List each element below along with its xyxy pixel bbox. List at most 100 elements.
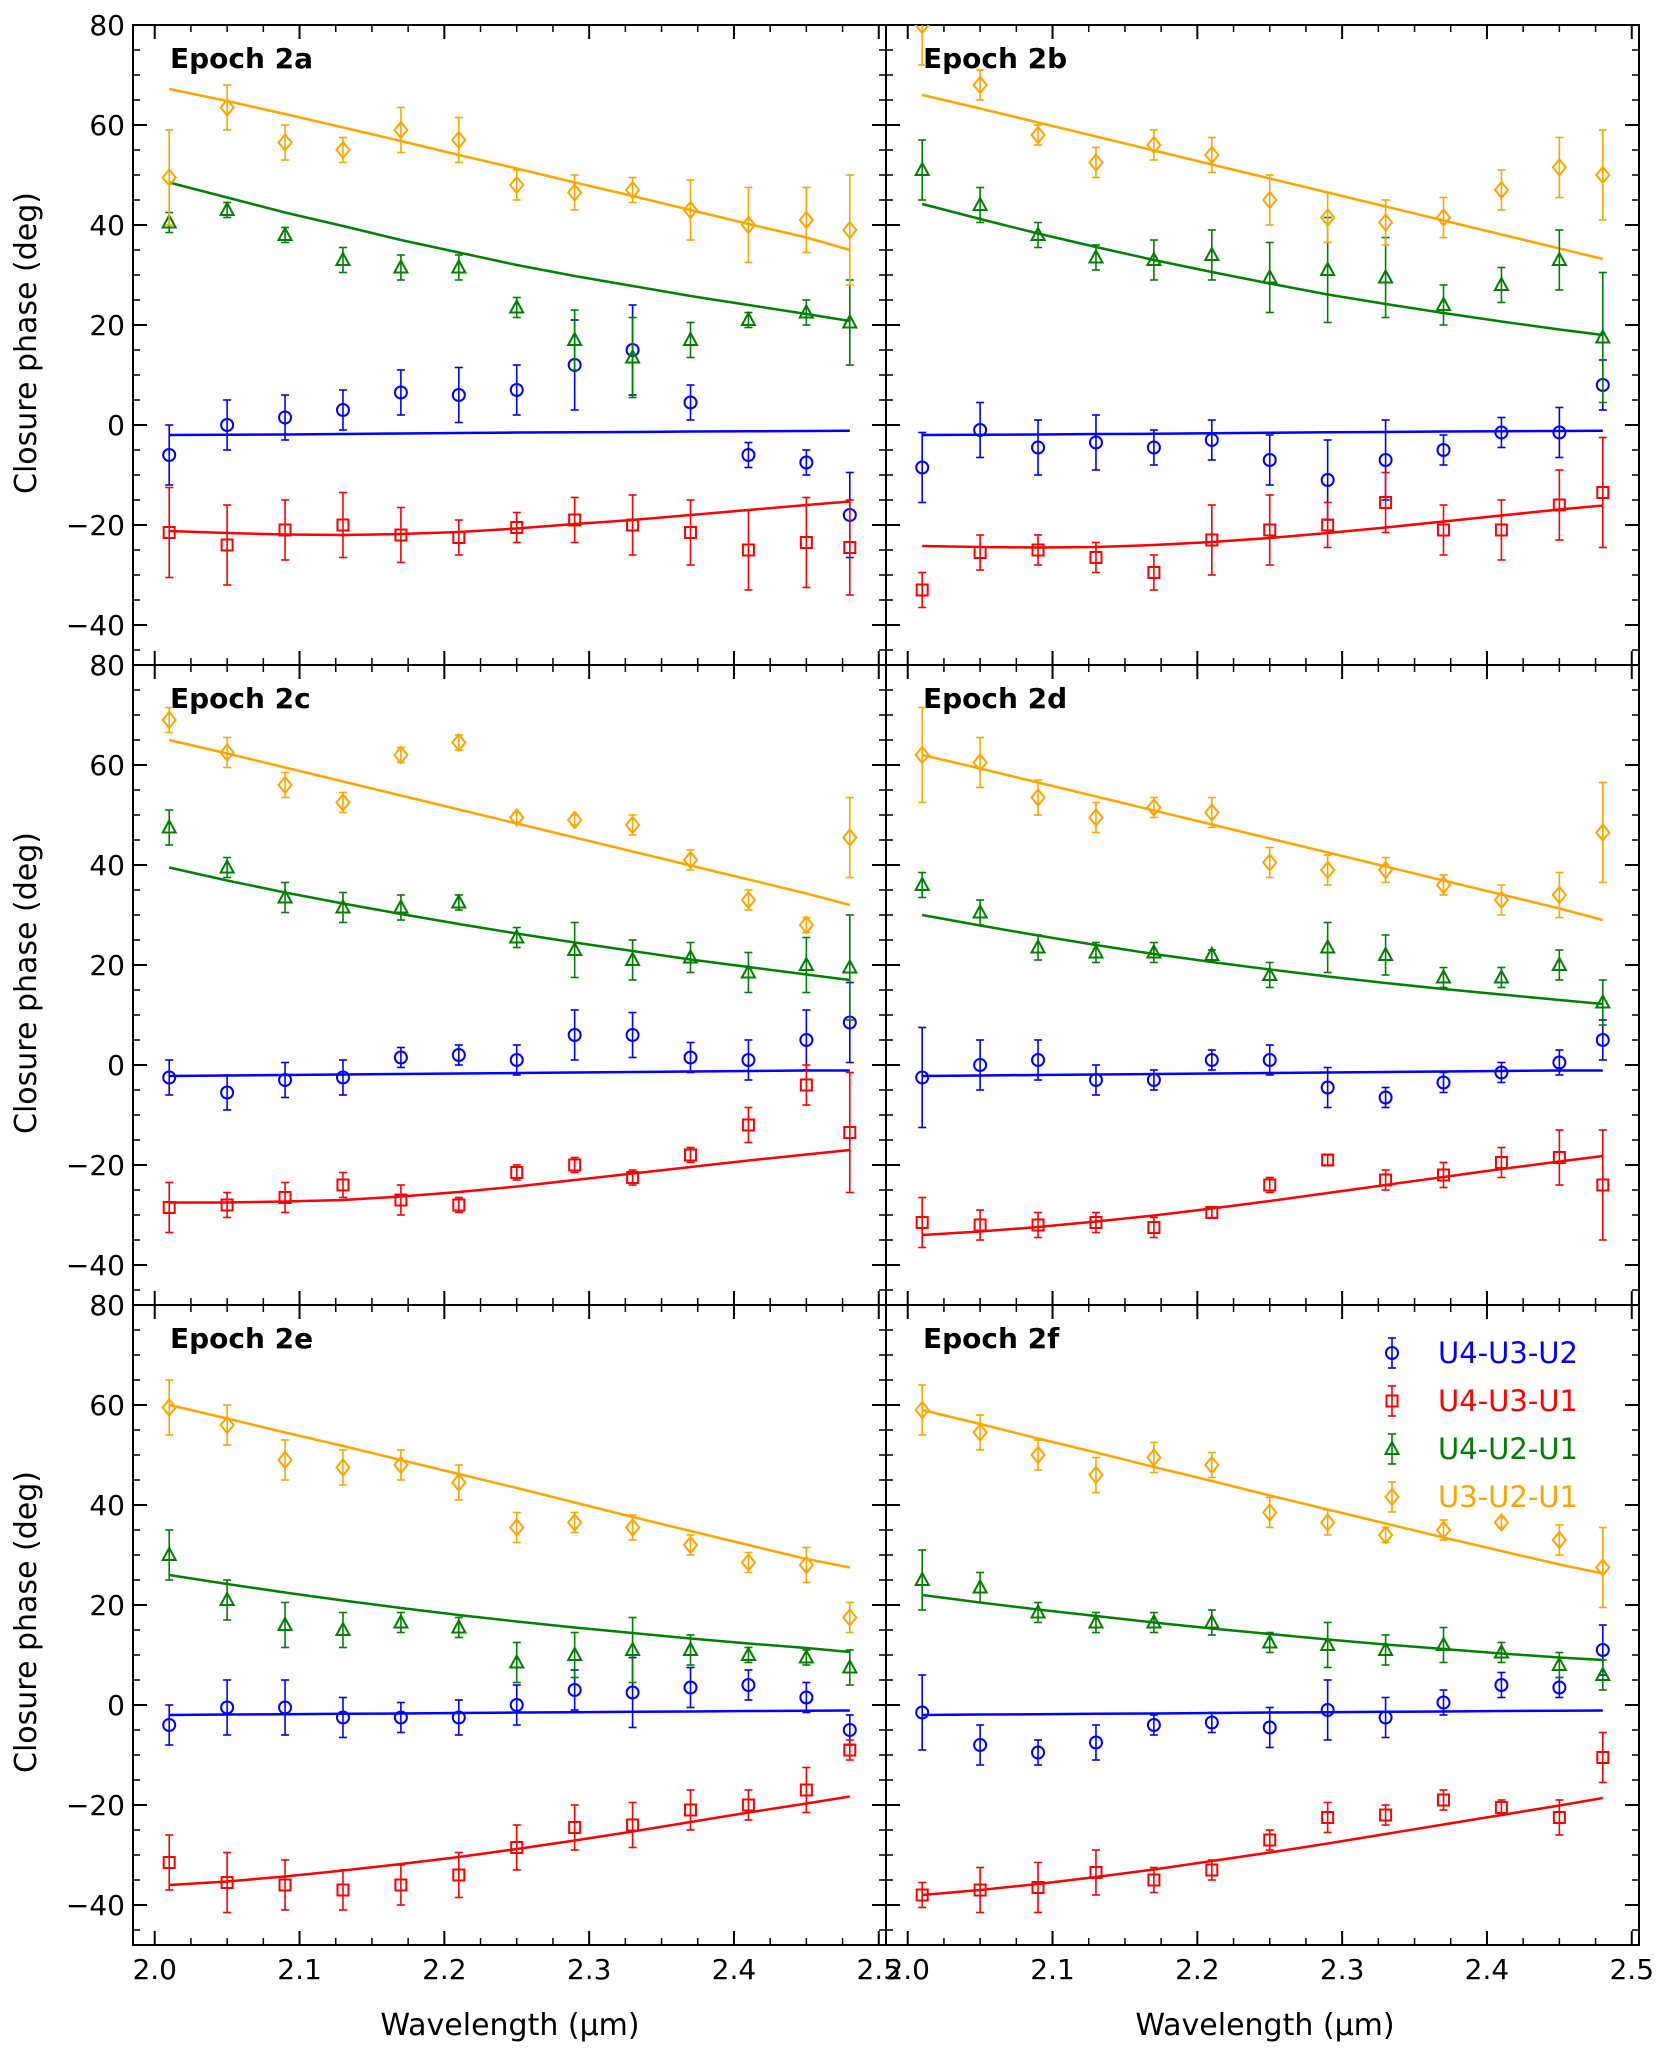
- data-point-u3-u2-u1: [1319, 860, 1336, 880]
- panel-frame: [132, 664, 887, 1306]
- data-point-u4-u3-u2: [1146, 1718, 1161, 1732]
- data-point-u4-u2-u1: [450, 258, 467, 274]
- data-point-u4-u2-u1: [1594, 328, 1611, 344]
- data-point-u4-u3-u2: [1320, 1080, 1335, 1095]
- panel-data: [161, 1379, 858, 1914]
- data-point-u4-u2-u1: [798, 955, 815, 971]
- data-point-u4-u3-u2: [1031, 1745, 1046, 1760]
- data-point-u4-u3-u1: [1263, 1178, 1277, 1192]
- data-point-u3-u2-u1: [1435, 1520, 1452, 1540]
- data-point-u4-u3-u1: [452, 1198, 466, 1212]
- data-point-u4-u2-u1: [1261, 1633, 1278, 1649]
- data-point-u4-u2-u1: [218, 200, 236, 216]
- data-point-u4-u3-u1: [568, 1158, 582, 1172]
- data-point-u3-u2-u1: [219, 97, 235, 118]
- y-tick-label: 80: [89, 649, 125, 682]
- data-point-u4-u3-u1: [1596, 1178, 1610, 1192]
- y-tick-label: 20: [89, 1589, 125, 1622]
- data-point-u4-u3-u1: [1321, 518, 1335, 532]
- data-point-u4-u3-u1: [799, 536, 813, 549]
- data-point-u4-u2-u1: [1435, 968, 1452, 984]
- data-point-u4-u2-u1: [1029, 938, 1047, 954]
- data-point-u4-u2-u1: [508, 928, 525, 944]
- data-point-u4-u2-u1: [1435, 295, 1452, 311]
- data-point-u4-u2-u1: [798, 1648, 815, 1664]
- legend: U4-U3-U2 U4-U3-U1 U4-U2-U1 U3-U2-U1: [1383, 1336, 1578, 1514]
- data-point-u4-u3-u1: [336, 1883, 350, 1897]
- y-tick-label: −40: [66, 609, 125, 642]
- data-point-u4-u3-u1: [1437, 1168, 1451, 1182]
- data-point-u4-u3-u2: [335, 1070, 350, 1085]
- fit-line-u4-u3-u2: [922, 1709, 1603, 1717]
- data-point-u4-u2-u1: [334, 1620, 352, 1636]
- data-point-u4-u3-u1: [336, 1178, 350, 1192]
- legend-marker-u4-u2-u1: [1383, 1439, 1401, 1455]
- data-point-u4-u2-u1: [1493, 275, 1510, 291]
- data-point-u3-u2-u1: [1146, 1447, 1162, 1468]
- x-tick-label: 2.1: [277, 1953, 322, 1986]
- data-point-u4-u3-u1: [1379, 496, 1393, 509]
- x-tick-label: 2.1: [1030, 1953, 1075, 1986]
- y-tick-label: 60: [89, 749, 125, 782]
- data-point-u4-u3-u2: [451, 1048, 466, 1062]
- fit-line-u4-u2-u1: [921, 913, 1603, 1006]
- data-point-u3-u2-u1: [1088, 152, 1104, 173]
- data-point-u4-u3-u2: [1595, 1033, 1610, 1047]
- data-point-u4-u3-u2: [741, 448, 756, 462]
- data-point-u4-u3-u1: [626, 518, 640, 532]
- x-tick-label: 2.2: [422, 1953, 467, 1986]
- data-point-u4-u3-u1: [915, 583, 929, 597]
- data-point-u4-u3-u2: [1552, 425, 1567, 440]
- data-point-u4-u3-u2: [1552, 1055, 1567, 1070]
- data-point-u4-u2-u1: [1203, 245, 1220, 261]
- data-point-u4-u3-u2: [1378, 1710, 1393, 1725]
- data-point-u3-u2-u1: [914, 1400, 930, 1420]
- data-point-u4-u3-u2: [220, 418, 235, 432]
- data-point-u3-u2-u1: [1551, 885, 1568, 905]
- data-point-u4-u3-u1: [220, 1876, 234, 1889]
- data-point-u3-u2-u1: [1493, 890, 1510, 910]
- data-point-u4-u2-u1: [1551, 1655, 1568, 1671]
- data-point-u4-u3-u1: [1494, 523, 1508, 537]
- data-point-u4-u2-u1: [1551, 955, 1568, 971]
- panel-epoch-2b: Epoch 2b: [885, 24, 1640, 666]
- data-point-u3-u2-u1: [451, 732, 467, 753]
- data-point-u4-u2-u1: [1377, 1640, 1394, 1656]
- data-point-u4-u2-u1: [914, 875, 931, 891]
- data-point-u4-u3-u1: [843, 1743, 857, 1757]
- data-point-u4-u2-u1: [161, 818, 178, 834]
- data-point-u3-u2-u1: [1088, 1465, 1104, 1485]
- data-point-u3-u2-u1: [1146, 797, 1162, 818]
- panel-data: [161, 706, 858, 1234]
- data-point-u4-u3-u2: [1031, 440, 1046, 455]
- data-point-u4-u2-u1: [276, 1615, 294, 1631]
- data-point-u4-u3-u2: [509, 1698, 524, 1712]
- data-point-u4-u3-u1: [1552, 1811, 1566, 1824]
- data-point-u4-u3-u1: [1205, 1206, 1219, 1219]
- data-point-u4-u3-u2: [335, 403, 350, 417]
- data-point-u4-u2-u1: [1319, 260, 1336, 276]
- data-point-u4-u3-u2: [1494, 1065, 1509, 1080]
- x-tick-label: 2.2: [1175, 1953, 1220, 1986]
- fit-line-u3-u2-u1: [168, 1403, 851, 1569]
- panel-title: Epoch 2b: [923, 42, 1067, 75]
- data-point-u4-u3-u1: [1321, 1153, 1335, 1167]
- data-point-u4-u2-u1: [276, 888, 294, 904]
- data-point-u4-u3-u2: [1088, 435, 1103, 450]
- data-point-u4-u3-u2: [1436, 1075, 1451, 1090]
- panel-epoch-2d: Epoch 2d: [885, 664, 1640, 1306]
- data-point-u4-u2-u1: [682, 1640, 699, 1656]
- data-point-u4-u3-u1: [394, 528, 408, 542]
- y-tick-label: −20: [66, 1149, 125, 1182]
- data-point-u4-u3-u2: [741, 1053, 756, 1067]
- data-point-u4-u3-u2: [162, 448, 177, 462]
- legend-label-u4-u3-u2: U4-U3-U2: [1438, 1336, 1578, 1370]
- data-point-u4-u3-u2: [1378, 453, 1393, 467]
- data-point-u4-u3-u2: [799, 1690, 814, 1705]
- data-point-u4-u3-u2: [509, 383, 524, 397]
- data-point-u3-u2-u1: [682, 850, 699, 870]
- y-tick-label: 0: [107, 1689, 125, 1722]
- data-point-u4-u2-u1: [161, 1545, 178, 1561]
- data-point-u4-u2-u1: [276, 225, 294, 241]
- data-point-u4-u2-u1: [1203, 945, 1220, 961]
